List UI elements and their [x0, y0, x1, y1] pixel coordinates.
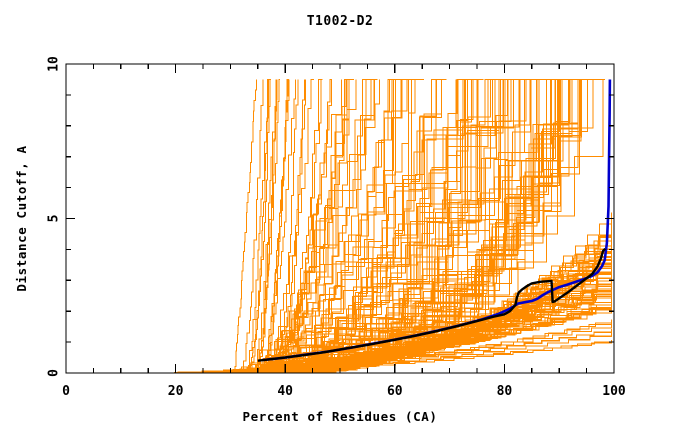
series-target-model-black — [257, 247, 607, 362]
x-tick-label: 60 — [387, 384, 403, 399]
axes-layer — [65, 63, 615, 374]
background-model-curve — [254, 79, 277, 374]
y-tick-label: 5 — [47, 215, 62, 223]
background-model-curve — [246, 78, 269, 374]
background-model-curve — [265, 78, 289, 373]
background-model-curve — [300, 240, 612, 374]
x-tick-label: 20 — [168, 384, 184, 399]
y-axis-title: Distance Cutoff, A — [14, 145, 29, 291]
background-model-curve — [257, 78, 281, 373]
x-tick-label: 80 — [497, 384, 513, 399]
reference-curves — [257, 79, 612, 362]
x-axis-title: Percent of Residues (CA) — [242, 409, 437, 424]
background-model-curve — [234, 79, 257, 374]
background-model-curve — [262, 79, 297, 374]
background-model-curve — [254, 78, 355, 373]
y-tick-label: 10 — [47, 56, 62, 72]
background-model-curve — [246, 78, 270, 374]
background-model-curve — [295, 226, 612, 374]
x-tick-label: 40 — [277, 384, 293, 399]
x-tick-label: 0 — [62, 384, 70, 399]
axis-labels-layer: 0 20 40 60 80 100 0 5 10 Percent of Residues (CA)… — [14, 56, 626, 424]
background-model-curve — [275, 79, 299, 373]
x-tick-label: 100 — [602, 384, 626, 399]
background-model-curve — [301, 244, 612, 374]
background-model-curve — [261, 78, 314, 373]
background-model-curve — [241, 79, 264, 374]
background-model-curves — [103, 78, 612, 374]
y-tick-label: 0 — [47, 369, 62, 377]
page-title: T1002-D2 — [306, 14, 374, 29]
